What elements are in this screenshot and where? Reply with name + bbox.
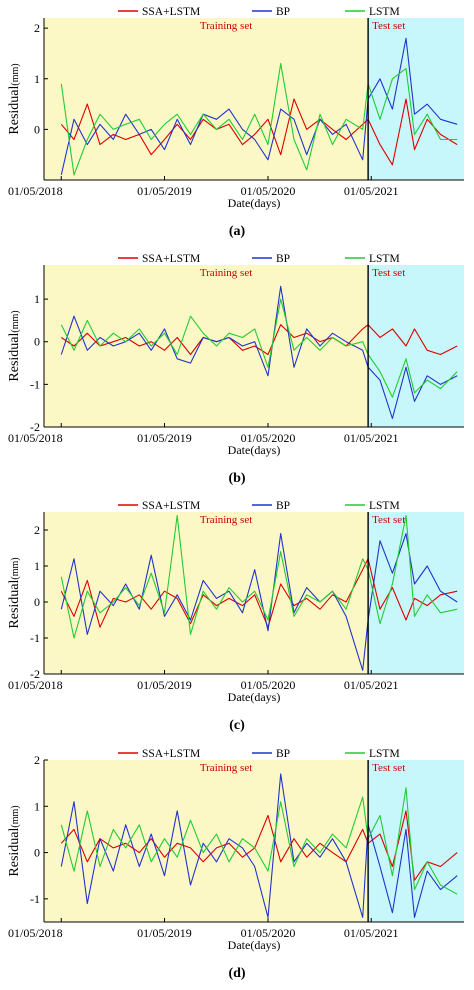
y-tick-label: -2 xyxy=(30,667,40,681)
legend-entry: BP xyxy=(276,253,290,265)
chart-panel: 2 1 0 01/05/2018 01/05/2019 01/05/2020 01/05/2… xyxy=(7,6,464,239)
legend-entry: BP xyxy=(276,748,290,760)
y-axis-label: Residual(mm) xyxy=(7,63,22,134)
x-tick-label: 01/05/2019 xyxy=(137,926,192,940)
series-line-lstm xyxy=(60,298,458,398)
legend-entry: LSTM xyxy=(369,748,400,760)
y-tick-label: 2 xyxy=(34,21,40,35)
series-line-lstm xyxy=(60,515,458,639)
x-tick-label: 01/05/2020 xyxy=(241,926,296,940)
y-axis-label: Residual(mm) xyxy=(7,805,22,876)
series-line-bp xyxy=(60,37,458,176)
legend-entry: SSA+LSTM xyxy=(142,500,200,512)
y-axis-label-main: Residual xyxy=(7,580,22,629)
y-axis-label-unit: (mm) xyxy=(10,63,21,85)
series-line-lstm xyxy=(60,63,458,176)
training-set-label: Training set xyxy=(200,762,252,774)
x-tick-label: 01/05/2020 xyxy=(241,184,296,198)
legend-entry: LSTM xyxy=(369,253,400,265)
legend-entry: SSA+LSTM xyxy=(142,6,200,18)
training-region xyxy=(44,18,369,180)
y-axis-label: Residual(mm) xyxy=(7,310,22,381)
test-set-label: Test set xyxy=(372,514,405,526)
training-set-label: Training set xyxy=(200,267,252,279)
x-tick-label: 01/05/2019 xyxy=(137,678,192,692)
x-tick-label: 01/05/2021 xyxy=(344,678,399,692)
chart-panel: 2 1 0 -1 01/05/2018 01/05/2019 01/05/2020 01/05… xyxy=(7,748,464,981)
chart-panel: 1 0 -1 -201/05/2018 01/05/2019 01/05/2020 01/0… xyxy=(7,253,464,486)
legend-entry: BP xyxy=(276,500,290,512)
series-line-bp xyxy=(60,773,458,918)
y-tick-label: -1 xyxy=(30,377,40,391)
y-tick-label: 1 xyxy=(34,72,40,86)
series-line-bp xyxy=(60,533,458,671)
y-tick-label: -1 xyxy=(30,631,40,645)
x-tick-label: 01/05/2018 xyxy=(8,926,63,940)
x-axis-label: Date(days) xyxy=(228,196,281,210)
y-axis-label: Residual(mm) xyxy=(7,557,22,628)
x-tick-label: 01/05/2018 xyxy=(8,431,63,445)
x-axis-label: Date(days) xyxy=(228,938,281,952)
test-region xyxy=(368,265,464,427)
panel-label: (a) xyxy=(229,224,246,239)
y-tick-label: -2 xyxy=(30,420,40,434)
x-tick-label: 01/05/2020 xyxy=(241,678,296,692)
legend-entry: BP xyxy=(276,6,290,18)
panel-label: (d) xyxy=(228,966,245,981)
x-tick-label: 01/05/2019 xyxy=(137,431,192,445)
y-axis-label-main: Residual xyxy=(7,828,22,877)
panel-label: (c) xyxy=(229,718,245,733)
training-region xyxy=(44,265,369,427)
x-axis-label: Date(days) xyxy=(228,443,281,457)
test-region xyxy=(368,18,464,180)
training-set-label: Training set xyxy=(200,514,252,526)
test-set-label: Test set xyxy=(372,762,405,774)
legend-entry: SSA+LSTM xyxy=(142,253,200,265)
x-axis-label: Date(days) xyxy=(228,690,281,704)
test-set-label: Test set xyxy=(372,20,405,32)
y-axis-label-unit: (mm) xyxy=(10,557,21,579)
y-tick-label: -1 xyxy=(30,892,40,906)
y-tick-label: 1 xyxy=(34,559,40,573)
chart-panel: 2 1 0 -1 -201/05/2018 01/05/2019 01/05/2020 01/… xyxy=(7,500,464,733)
x-tick-label: 01/05/2018 xyxy=(8,184,63,198)
y-tick-label: 1 xyxy=(34,292,40,306)
y-tick-label: 0 xyxy=(34,846,40,860)
panel-label: (b) xyxy=(228,471,245,486)
y-tick-label: 2 xyxy=(34,753,40,767)
x-tick-label: 01/05/2021 xyxy=(344,431,399,445)
x-tick-label: 01/05/2021 xyxy=(344,926,399,940)
x-tick-label: 01/05/2019 xyxy=(137,184,192,198)
y-tick-label: 0 xyxy=(34,122,40,136)
test-region xyxy=(368,760,464,922)
training-region xyxy=(44,512,369,674)
legend-entry: LSTM xyxy=(369,500,400,512)
legend-entry: SSA+LSTM xyxy=(142,748,200,760)
x-tick-label: 01/05/2018 xyxy=(8,678,63,692)
y-tick-label: 0 xyxy=(34,595,40,609)
x-tick-label: 01/05/2020 xyxy=(241,431,296,445)
series-line-lstm xyxy=(60,787,458,895)
y-tick-label: 0 xyxy=(34,335,40,349)
legend-entry: LSTM xyxy=(369,6,400,18)
x-tick-label: 01/05/2021 xyxy=(344,184,399,198)
test-set-label: Test set xyxy=(372,267,405,279)
training-set-label: Training set xyxy=(200,20,252,32)
y-axis-label-main: Residual xyxy=(7,333,22,382)
series-line-ssa-lstm xyxy=(60,98,458,166)
y-tick-label: 2 xyxy=(34,523,40,537)
y-axis-label-unit: (mm) xyxy=(10,805,21,827)
training-region xyxy=(44,760,369,922)
y-axis-label-main: Residual xyxy=(7,86,22,135)
y-axis-label-unit: (mm) xyxy=(10,310,21,332)
y-tick-label: 1 xyxy=(34,799,40,813)
